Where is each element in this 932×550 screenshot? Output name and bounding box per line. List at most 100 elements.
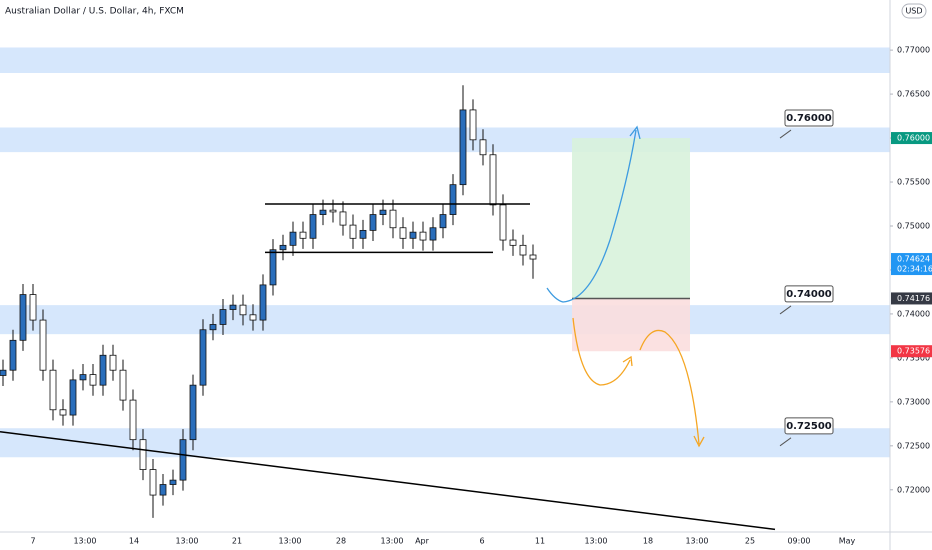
candle-body xyxy=(69,379,77,416)
stop-zone xyxy=(572,298,690,352)
candle-body xyxy=(79,374,87,381)
x-tick-label: 25 xyxy=(745,537,755,546)
y-tick-label: 0.73500 xyxy=(897,353,930,362)
candle-body xyxy=(409,231,417,239)
x-tick-label: 28 xyxy=(336,537,346,546)
candle-body xyxy=(359,229,367,239)
orange-path xyxy=(639,329,700,445)
callout-box xyxy=(784,285,834,303)
candle-body xyxy=(499,204,507,241)
orange-arrow xyxy=(693,435,705,448)
y-tick-label: 0.75000 xyxy=(897,221,930,230)
x-tick-label: 18 xyxy=(643,537,653,546)
x-tick-label: Apr xyxy=(415,537,430,546)
callout-box xyxy=(784,109,834,127)
x-axis-area xyxy=(0,532,932,550)
price-label: 0.76000 xyxy=(897,134,930,143)
candle-body xyxy=(339,211,347,226)
candle-body xyxy=(9,339,17,371)
orange-path xyxy=(572,317,631,386)
x-tick-label: 13:00 xyxy=(278,537,301,546)
chart-title: Australian Dollar / U.S. Dollar, 4h, FXC… xyxy=(5,7,184,17)
blue-arrow xyxy=(629,125,641,140)
y-tick-label: 0.77000 xyxy=(897,46,930,55)
callout-pointer xyxy=(779,437,792,447)
y-tick-label: 0.75500 xyxy=(897,178,930,187)
callout-box xyxy=(784,417,834,435)
candle-body xyxy=(239,304,247,316)
price-label-bg xyxy=(891,253,932,276)
drawn-line xyxy=(0,431,776,531)
candle-body xyxy=(209,324,217,331)
candle-body xyxy=(379,209,387,215)
y-tick-label: 0.72500 xyxy=(897,441,930,450)
candle-body xyxy=(459,109,467,186)
candle-body xyxy=(39,319,47,371)
y-tick-label: 0.76500 xyxy=(897,90,930,99)
candle-body xyxy=(0,369,7,376)
candle-body xyxy=(299,231,307,239)
currency: USD xyxy=(905,7,922,16)
currency-button[interactable] xyxy=(901,3,927,19)
x-tick-label: May xyxy=(839,537,856,546)
price-label: 0.74176 xyxy=(897,294,930,303)
candle-body xyxy=(259,284,267,321)
zone xyxy=(0,305,890,335)
candle-body xyxy=(59,409,67,416)
callout-label: 0.74000 xyxy=(786,289,832,300)
x-tick-label: 13:00 xyxy=(380,537,403,546)
callout-label: 0.76000 xyxy=(786,113,832,124)
candle-body xyxy=(279,244,287,251)
candle-body xyxy=(509,239,517,246)
candle-body xyxy=(129,399,137,441)
x-tick-label: 13:00 xyxy=(73,537,96,546)
candle-body xyxy=(119,369,127,401)
candle-body xyxy=(289,231,297,246)
zone xyxy=(0,428,890,458)
blue-path xyxy=(546,129,637,303)
y-tick-label: 0.73000 xyxy=(897,397,930,406)
candle-body xyxy=(159,484,167,496)
x-tick-label: 21 xyxy=(232,537,242,546)
candle-body xyxy=(519,244,527,256)
orange-arrow xyxy=(622,355,633,367)
zone xyxy=(0,47,890,73)
callout-label: 0.72500 xyxy=(786,421,832,432)
candle-body xyxy=(319,209,327,215)
candle-body xyxy=(109,354,117,371)
candle-body xyxy=(399,227,407,239)
candle-body xyxy=(429,227,437,241)
price-label-bg xyxy=(891,292,932,305)
price-label-bg xyxy=(891,345,932,358)
candle-body xyxy=(29,294,37,321)
target-zone xyxy=(572,138,690,299)
price-label-bg xyxy=(891,132,932,145)
x-tick-label: 7 xyxy=(30,537,35,546)
candle-body xyxy=(439,214,447,229)
candle-body xyxy=(249,314,257,321)
callout-pointer xyxy=(779,305,792,315)
x-tick-label: 09:00 xyxy=(787,537,810,546)
candle-body xyxy=(469,109,477,141)
candle-body xyxy=(479,139,487,156)
candle-body xyxy=(219,309,227,325)
zone xyxy=(0,127,890,153)
candle-body xyxy=(419,231,427,241)
candle-body xyxy=(89,374,97,386)
x-tick-label: 13:00 xyxy=(175,537,198,546)
candle-body xyxy=(49,369,57,411)
y-tick-label: 0.74000 xyxy=(897,309,930,318)
price-timer: 02:34:16 xyxy=(897,265,932,274)
candle-body xyxy=(489,154,497,206)
x-tick-label: 6 xyxy=(479,537,484,546)
candle-body xyxy=(449,184,457,215)
candle-body xyxy=(309,214,317,239)
y-tick-label: 0.72000 xyxy=(897,485,930,494)
candle-body xyxy=(369,214,377,231)
price-label: 0.73576 xyxy=(897,347,930,356)
candle-body xyxy=(389,209,397,229)
candle-body xyxy=(349,224,357,239)
candle-body xyxy=(179,439,187,481)
